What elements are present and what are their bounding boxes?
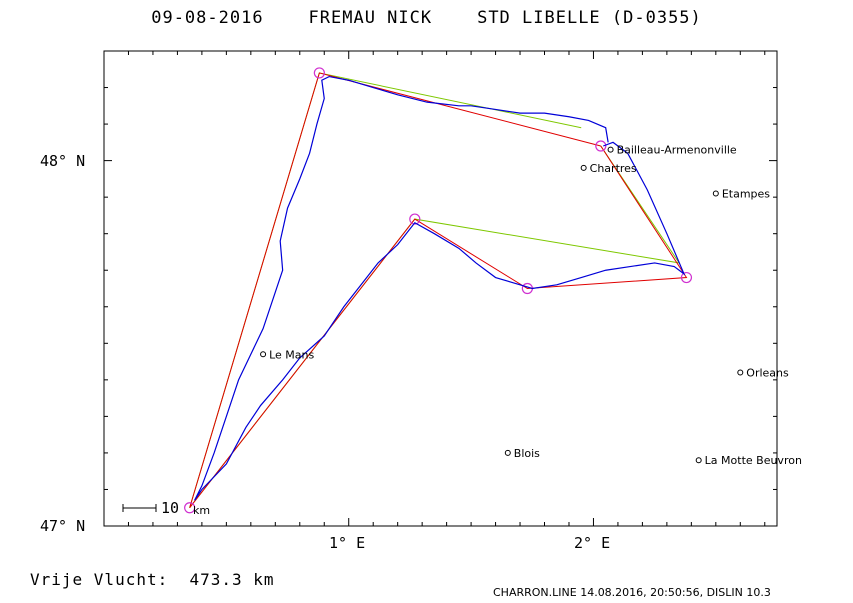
axis-ticks bbox=[104, 51, 777, 526]
task-layer bbox=[184, 67, 693, 514]
track-layer bbox=[194, 75, 686, 501]
town-label: Le Mans bbox=[269, 348, 314, 361]
town-label: Etampes bbox=[722, 188, 770, 201]
lat-label-48: 48° N bbox=[40, 152, 85, 170]
flown-task-line bbox=[189, 72, 688, 509]
glider-name: STD LIBELLE (D-0355) bbox=[477, 8, 702, 28]
turnpoint-circle bbox=[680, 271, 693, 284]
town-marker bbox=[504, 449, 511, 456]
turnpoint-circle bbox=[409, 213, 421, 225]
flight-title: 09-08-2016 FREMAU NICK STD LIBELLE (D-03… bbox=[0, 8, 853, 28]
declared-task-line bbox=[189, 72, 681, 509]
town-marker bbox=[260, 351, 267, 358]
town-label: Chartres bbox=[590, 162, 637, 175]
footer-info: CHARRON.LINE 14.08.2016, 20:50:56, DISLI… bbox=[493, 586, 771, 599]
lon-label-2: 2° E bbox=[574, 534, 610, 552]
scale-bar-unit: km bbox=[193, 504, 210, 517]
lon-label-1: 1° E bbox=[329, 534, 365, 552]
turnpoint-circle bbox=[595, 140, 607, 152]
turnpoint-circle bbox=[313, 67, 325, 79]
town-marker bbox=[712, 190, 719, 197]
scale-bar: 10 km bbox=[122, 499, 210, 517]
flight-date: 09-08-2016 bbox=[151, 8, 264, 28]
town-marker bbox=[580, 164, 587, 171]
turnpoint-circle bbox=[184, 502, 196, 514]
gps-track bbox=[194, 75, 686, 501]
town-label: Blois bbox=[514, 447, 540, 460]
towns-layer: Bailleau-Armenonville Chartres Etampes Le M… bbox=[260, 144, 802, 467]
town-label: Orleans bbox=[746, 367, 789, 380]
pilot-name: FREMAU NICK bbox=[308, 8, 433, 28]
town-marker bbox=[607, 146, 614, 153]
lat-label-47: 47° N bbox=[40, 517, 85, 535]
town-marker bbox=[737, 369, 744, 376]
town-label: Bailleau-Armenonville bbox=[617, 144, 737, 157]
town-marker bbox=[695, 457, 702, 464]
flight-summary: Vrije Vlucht: 473.3 km bbox=[30, 570, 275, 589]
scale-bar-value: 10 bbox=[161, 499, 179, 517]
town-label: La Motte Beuvron bbox=[705, 454, 802, 467]
map-frame bbox=[103, 50, 778, 527]
